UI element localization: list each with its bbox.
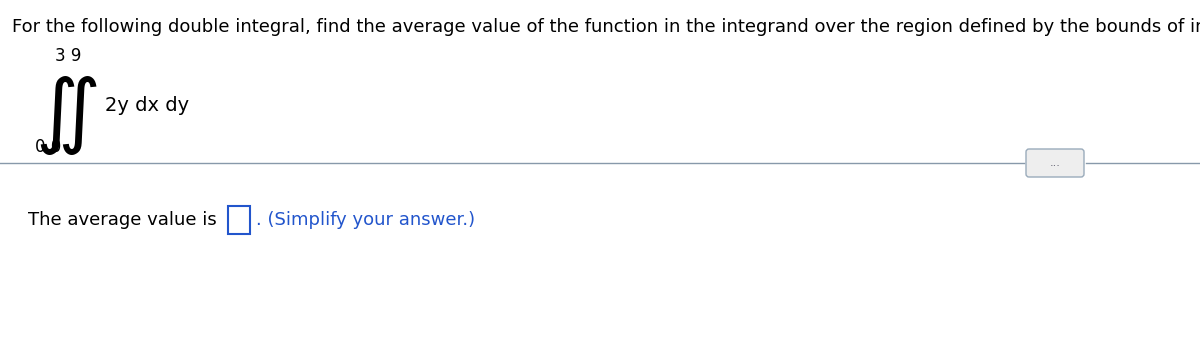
FancyBboxPatch shape bbox=[1026, 149, 1084, 177]
Text: For the following double integral, find the average value of the function in the: For the following double integral, find … bbox=[12, 18, 1200, 36]
Text: 3 9: 3 9 bbox=[55, 47, 82, 65]
Text: 2y dx dy: 2y dx dy bbox=[106, 96, 190, 115]
FancyBboxPatch shape bbox=[228, 206, 250, 234]
Text: . (Simplify your answer.): . (Simplify your answer.) bbox=[256, 211, 475, 229]
Text: The average value is: The average value is bbox=[28, 211, 217, 229]
Text: $\iint$: $\iint$ bbox=[35, 75, 97, 157]
Text: 0 0: 0 0 bbox=[35, 138, 61, 156]
Text: ...: ... bbox=[1050, 158, 1061, 168]
